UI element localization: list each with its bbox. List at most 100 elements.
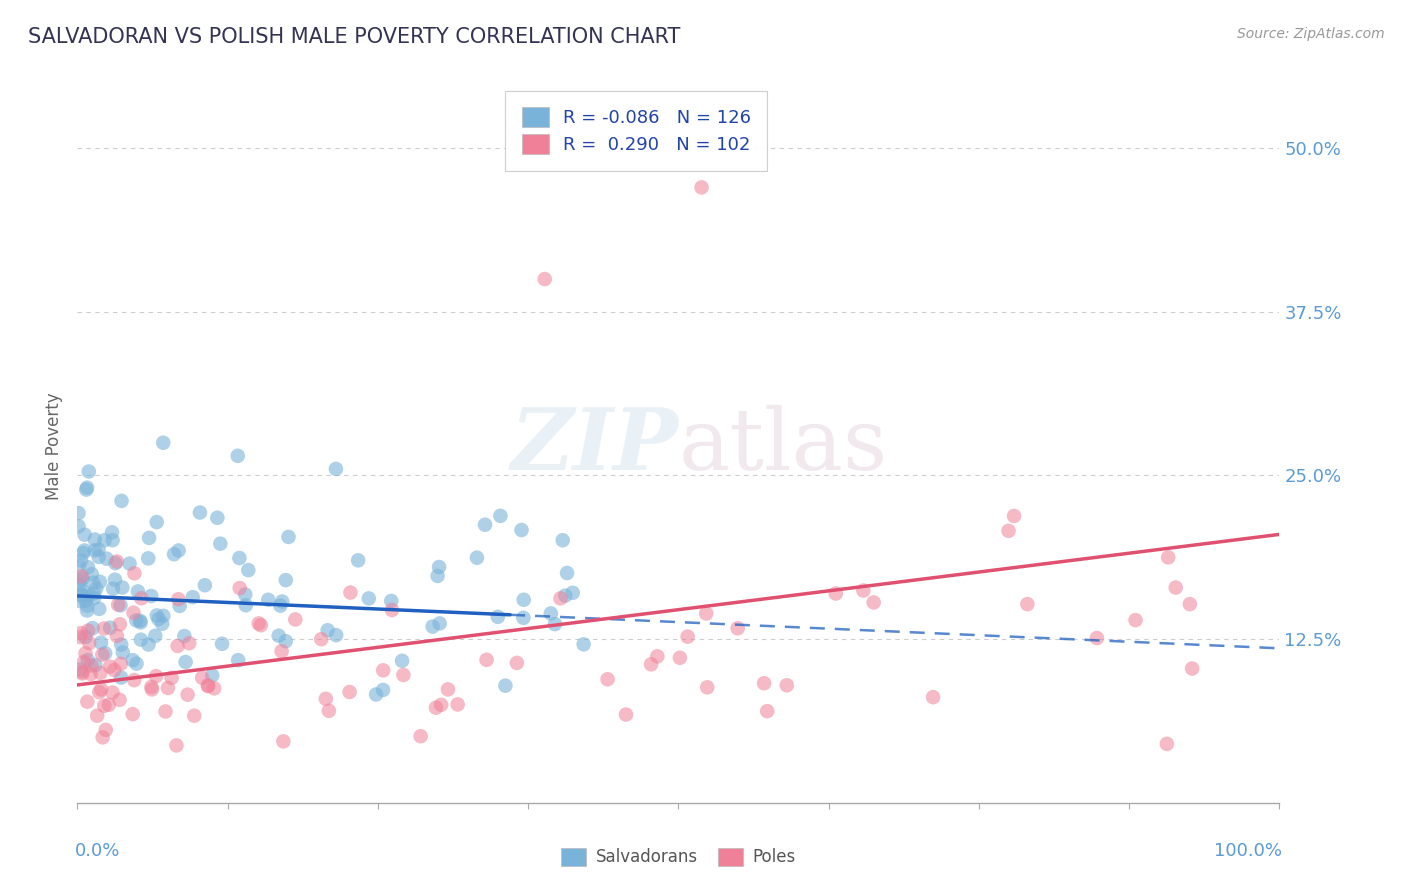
Point	[93, 622, 115, 636]
Point	[188, 506, 211, 520]
Point	[141, 682, 163, 697]
Point	[174, 655, 197, 669]
Point	[83, 533, 105, 547]
Point	[512, 611, 534, 625]
Point	[756, 704, 779, 718]
Point	[176, 688, 198, 702]
Point	[141, 680, 163, 694]
Point	[152, 608, 174, 623]
Point	[474, 517, 496, 532]
Point	[776, 678, 799, 692]
Point	[191, 671, 214, 685]
Point	[69, 594, 91, 608]
Point	[67, 519, 90, 533]
Point	[540, 607, 562, 621]
Point	[544, 617, 567, 632]
Point	[111, 645, 134, 659]
Point	[69, 662, 91, 676]
Point	[76, 695, 98, 709]
Point	[426, 569, 449, 583]
Point	[138, 638, 160, 652]
Point	[229, 581, 252, 595]
Point	[93, 533, 115, 548]
Point	[110, 599, 132, 613]
Point	[169, 599, 191, 613]
Point	[373, 664, 395, 678]
Point	[138, 531, 160, 545]
Point	[551, 533, 574, 548]
Point	[77, 589, 100, 603]
Point	[91, 648, 114, 662]
Point	[309, 632, 332, 647]
Point	[76, 653, 98, 667]
Point	[676, 630, 699, 644]
Point	[122, 673, 145, 688]
Point	[75, 594, 97, 608]
Point	[148, 612, 170, 626]
Point	[121, 707, 143, 722]
Point	[76, 603, 98, 617]
Point	[121, 653, 143, 667]
Point	[75, 630, 97, 644]
Point	[690, 180, 713, 194]
Point	[247, 616, 270, 631]
Point	[465, 550, 488, 565]
Point	[101, 685, 124, 699]
Point	[70, 588, 93, 602]
Point	[72, 666, 94, 681]
Point	[104, 573, 127, 587]
Point	[339, 585, 361, 599]
Point	[315, 691, 337, 706]
Point	[108, 693, 131, 707]
Point	[554, 589, 576, 603]
Point	[70, 665, 93, 679]
Text: SALVADORAN VS POLISH MALE POVERTY CORRELATION CHART: SALVADORAN VS POLISH MALE POVERTY CORREL…	[28, 27, 681, 46]
Point	[1181, 661, 1204, 675]
Point	[347, 553, 370, 567]
Text: 100.0%: 100.0%	[1213, 842, 1282, 860]
Point	[98, 621, 121, 635]
Point	[70, 588, 93, 602]
Point	[325, 462, 347, 476]
Point	[87, 549, 110, 564]
Point	[233, 587, 256, 601]
Point	[1085, 631, 1108, 645]
Point	[83, 591, 105, 606]
Point	[93, 698, 115, 713]
Point	[486, 610, 509, 624]
Point	[166, 739, 188, 753]
Point	[357, 591, 380, 606]
Point	[181, 590, 204, 604]
Point	[129, 615, 152, 630]
Point	[257, 592, 280, 607]
Legend: Salvadorans, Poles: Salvadorans, Poles	[554, 841, 803, 873]
Point	[922, 690, 945, 705]
Point	[274, 634, 297, 648]
Point	[82, 621, 104, 635]
Point	[73, 527, 96, 541]
Point	[489, 508, 512, 523]
Point	[429, 616, 451, 631]
Point	[156, 681, 179, 695]
Point	[98, 659, 121, 673]
Point	[125, 657, 148, 671]
Point	[69, 574, 91, 588]
Point	[269, 599, 291, 613]
Point	[86, 708, 108, 723]
Point	[84, 658, 107, 673]
Point	[695, 607, 717, 621]
Point	[250, 618, 273, 632]
Point	[1125, 613, 1147, 627]
Point	[145, 669, 167, 683]
Point	[122, 606, 145, 620]
Point	[647, 649, 669, 664]
Point	[146, 608, 169, 623]
Point	[179, 636, 201, 650]
Point	[110, 638, 132, 652]
Point	[75, 483, 97, 497]
Point	[475, 653, 498, 667]
Point	[110, 657, 132, 671]
Point	[533, 272, 555, 286]
Point	[1156, 737, 1178, 751]
Point	[561, 586, 583, 600]
